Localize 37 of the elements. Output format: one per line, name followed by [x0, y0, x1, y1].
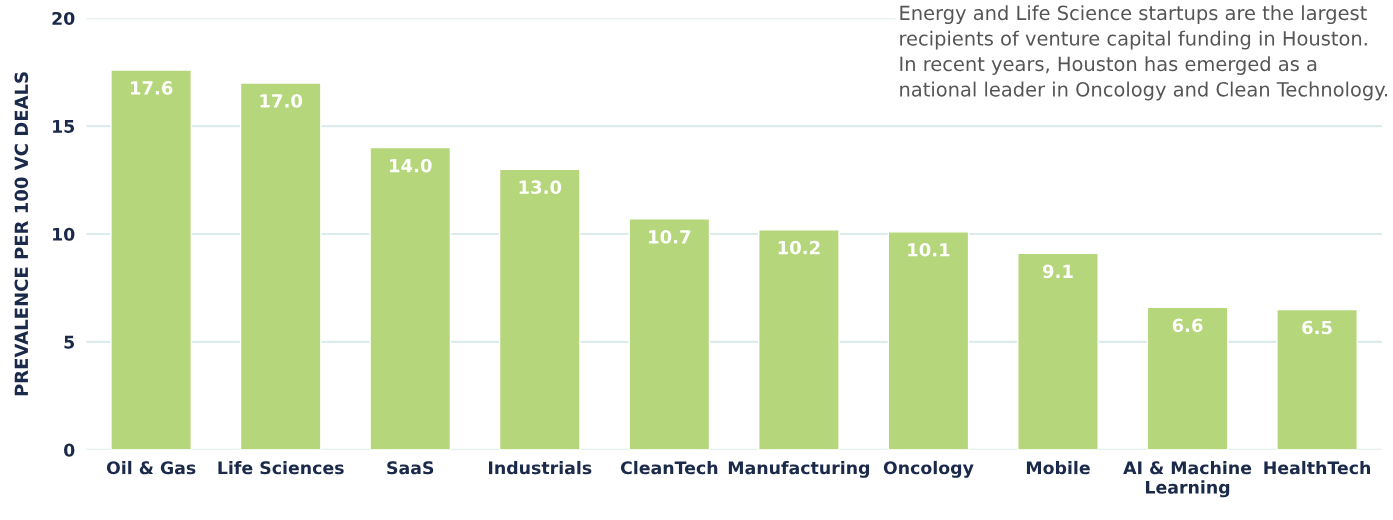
y-tick-label: 0	[64, 443, 75, 457]
data-label: 13.0	[519, 180, 562, 195]
bar	[628, 218, 711, 450]
x-tick-label: Oncology	[883, 460, 974, 478]
bar	[498, 168, 581, 450]
data-label: 10.2	[778, 240, 820, 255]
data-label: 6.5	[1302, 320, 1332, 335]
bar	[110, 69, 192, 450]
y-tick-label: 10	[53, 227, 75, 241]
data-label: 6.6	[1172, 318, 1203, 333]
bar	[1146, 306, 1229, 450]
x-tick-label: Life Sciences	[218, 460, 344, 475]
data-label: 10.7	[649, 230, 691, 244]
y-tick-label: 5	[64, 335, 75, 349]
data-label: 10.1	[908, 242, 950, 257]
x-tick-label: HealthTech	[1264, 460, 1371, 475]
y-tick-label: 20	[52, 11, 75, 26]
data-label: 14.0	[390, 158, 432, 173]
x-tick-label: SaaS	[387, 461, 434, 475]
data-label: 17.0	[260, 94, 303, 108]
bar	[887, 231, 970, 450]
y-tick-label: 15	[53, 120, 75, 133]
bar	[1276, 308, 1358, 450]
x-tick-label: Manufacturing	[728, 460, 870, 478]
x-tick-label: AI & Machine Learning	[1123, 460, 1252, 498]
bar	[1017, 252, 1099, 450]
data-label: 17.6	[130, 81, 173, 95]
y-axis-title: PREVALENCE PER 100 VC DEALS	[14, 72, 29, 396]
bar	[239, 82, 322, 450]
data-label: 9.1	[1042, 264, 1073, 279]
x-tick-label: Industrials	[489, 460, 592, 475]
annotation: Energy and Life Science startups are the largest recipients of venture capital funding in Houston. In recent years, Houston has emerged as a national leader in Oncology and Clean Technology.	[900, 5, 1388, 101]
bar	[369, 146, 452, 450]
x-tick-label: Oil & Gas	[106, 460, 196, 475]
x-tick-label: Mobile	[1026, 460, 1090, 475]
bar	[758, 228, 840, 450]
x-tick-label: CleanTech	[620, 460, 718, 475]
